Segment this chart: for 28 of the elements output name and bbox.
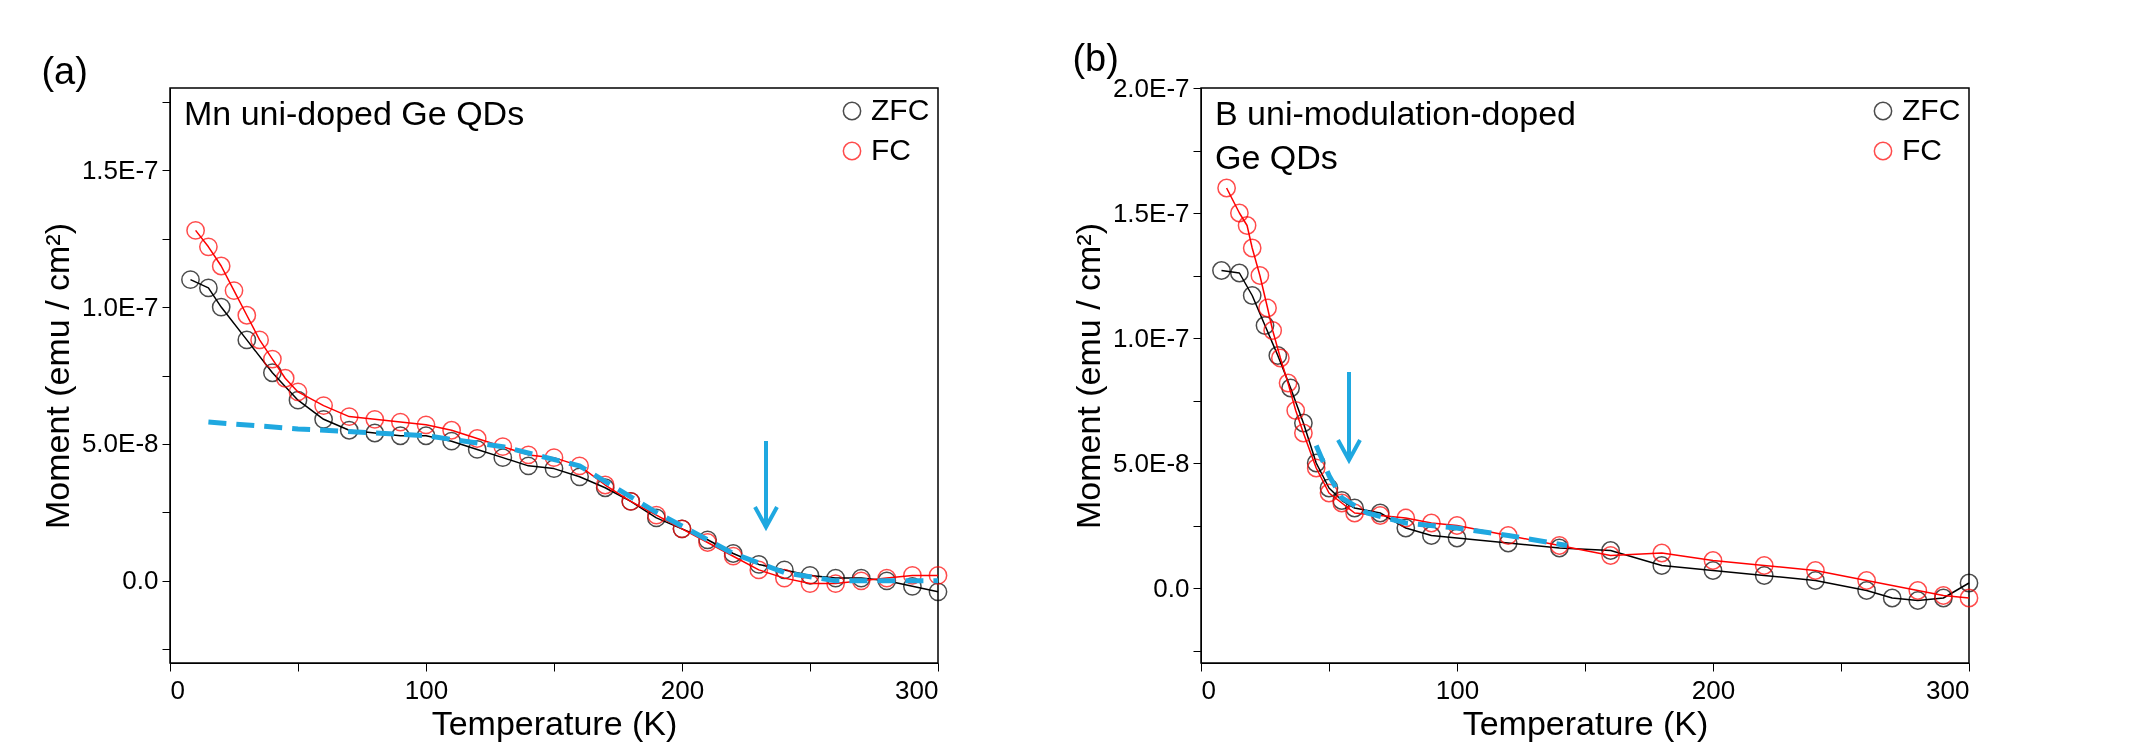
y-axis-title: Moment (emu / cm²) <box>1068 222 1107 530</box>
legend-label: FC <box>871 133 911 166</box>
y-tick-label: 1.0E-7 <box>81 291 159 322</box>
y-axis-title: Moment (emu / cm²) <box>37 222 76 530</box>
x-tick-label: 100 <box>1435 674 1480 705</box>
y-tick-label: 0.0 <box>1153 572 1190 603</box>
x-tick-label: 200 <box>660 674 705 705</box>
x-tick-label: 200 <box>1691 674 1736 705</box>
annotation: Mn uni-doped Ge QDs <box>184 94 525 132</box>
y-tick-label: 5.0E-8 <box>81 428 159 459</box>
x-tick-label: 100 <box>404 674 449 705</box>
x-tick-label: 0 <box>1201 674 1216 705</box>
x-axis-title: Temperature (K) <box>431 703 678 742</box>
chart-title: (a) <box>41 50 88 92</box>
annotation: B uni-modulation-doped Ge QDs <box>1215 94 1577 176</box>
y-tick-label: 1.0E-7 <box>1112 322 1190 353</box>
y-tick-label: 1.5E-7 <box>1112 197 1190 228</box>
chart-title: (b) <box>1072 37 1119 79</box>
x-tick-label: 300 <box>895 674 939 705</box>
x-tick-label: 0 <box>170 674 185 705</box>
x-tick-label: 300 <box>1926 674 1970 705</box>
y-tick-label: 1.5E-7 <box>81 154 159 185</box>
y-tick-label: 5.0E-8 <box>1112 447 1190 478</box>
y-tick-label: 0.0 <box>122 565 159 596</box>
legend-label: FC <box>1902 133 1942 166</box>
legend-label: ZFC <box>871 93 930 126</box>
legend-label: ZFC <box>1902 93 1961 126</box>
x-axis-title: Temperature (K) <box>1462 703 1709 742</box>
